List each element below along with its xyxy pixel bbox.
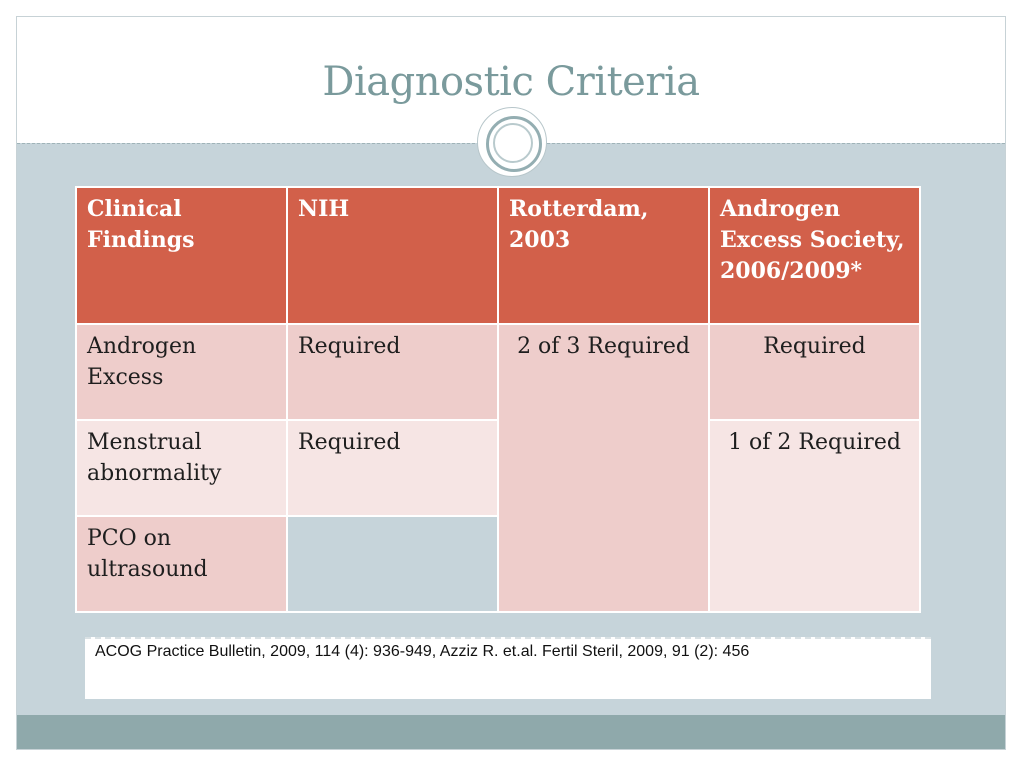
slide: Diagnostic Criteria Clinical Findings NI… xyxy=(16,16,1006,750)
aes-criteria: 1 of 2 Required xyxy=(708,419,921,613)
header-androgen-excess-society: Androgen Excess Society, 2006/2009* xyxy=(708,186,921,325)
circle-ornament-icon xyxy=(477,107,547,177)
table-row: Menstrual abnormality Required 1 of 2 Re… xyxy=(75,419,921,613)
header-rotterdam: Rotterdam, 2003 xyxy=(497,186,710,325)
finding-pco-ultrasound: PCO on ultrasound xyxy=(75,515,288,613)
rotterdam-criteria: 2 of 3 Required xyxy=(497,323,710,613)
table-header-row: Clinical Findings NIH Rotterdam, 2003 An… xyxy=(75,186,921,325)
header-nih: NIH xyxy=(286,186,499,325)
nih-androgen-excess: Required xyxy=(286,323,499,421)
citation-text: ACOG Practice Bulletin, 2009, 114 (4): 9… xyxy=(95,643,750,660)
table-row: Androgen Excess Required 2 of 3 Required… xyxy=(75,323,921,613)
header-clinical-findings: Clinical Findings xyxy=(75,186,288,325)
criteria-table: Clinical Findings NIH Rotterdam, 2003 An… xyxy=(75,186,921,613)
nih-menstrual-abnormality: Required xyxy=(286,419,499,517)
finding-androgen-excess: Androgen Excess xyxy=(75,323,288,421)
ornament-outer-ring xyxy=(486,116,542,172)
citation-border xyxy=(85,637,931,639)
aes-androgen-excess: Required xyxy=(708,323,921,421)
slide-title: Diagnostic Criteria xyxy=(322,59,700,105)
ornament-inner-ring xyxy=(493,123,533,163)
footer-band xyxy=(17,715,1005,749)
finding-menstrual-abnormality: Menstrual abnormality xyxy=(75,419,288,517)
nih-pco-ultrasound xyxy=(286,515,499,613)
citation-box: ACOG Practice Bulletin, 2009, 114 (4): 9… xyxy=(85,637,931,699)
table-row: PCO on ultrasound xyxy=(75,515,920,613)
